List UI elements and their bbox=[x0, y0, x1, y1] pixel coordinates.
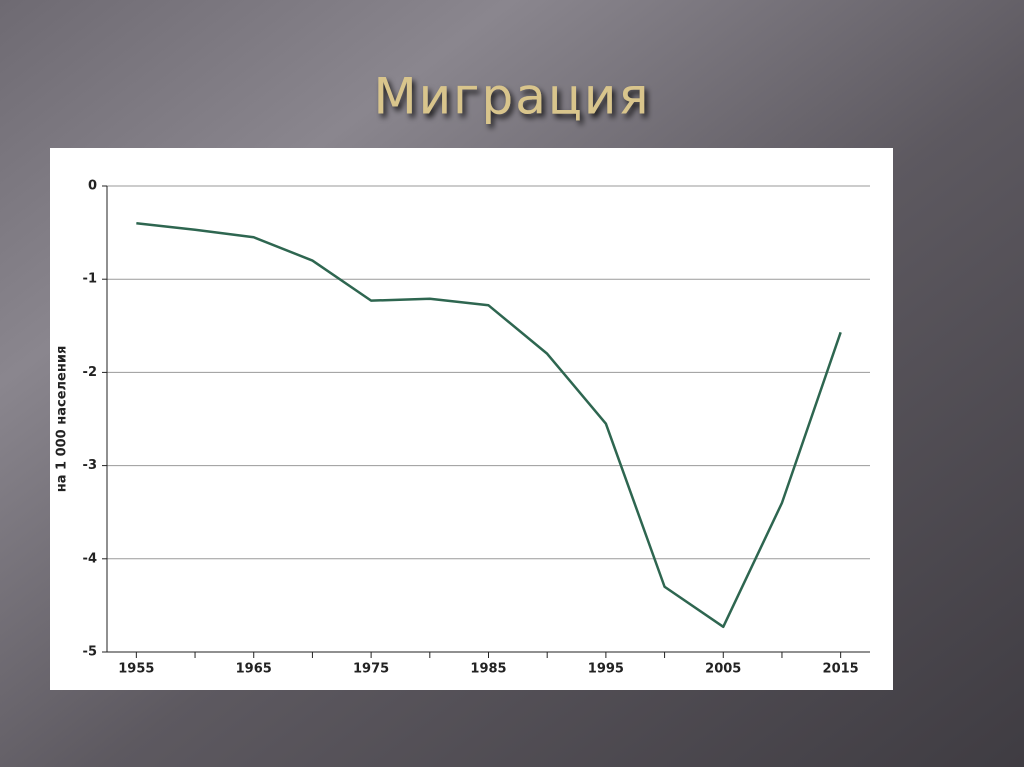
data-line bbox=[136, 222, 842, 629]
y-tick-label: -2 bbox=[83, 365, 97, 380]
chart-panel bbox=[50, 148, 893, 690]
x-tick-label: 1985 bbox=[470, 662, 506, 677]
x-tick-label: 2005 bbox=[705, 662, 741, 677]
y-axis-label: на 1 000 населения bbox=[55, 346, 70, 493]
y-tick-label: -4 bbox=[83, 551, 97, 566]
y-tick-label: -1 bbox=[83, 272, 97, 287]
y-tick-label: -3 bbox=[83, 458, 97, 473]
x-tick-label: 2015 bbox=[823, 662, 859, 677]
y-tick-label: -5 bbox=[83, 645, 97, 660]
x-tick-label: 1955 bbox=[118, 662, 154, 677]
y-tick-label: 0 bbox=[88, 179, 97, 194]
x-tick-label: 1995 bbox=[588, 662, 624, 677]
x-tick-label: 1965 bbox=[236, 662, 272, 677]
x-tick-label: 1975 bbox=[353, 662, 389, 677]
slide-title: Миграция bbox=[374, 68, 651, 126]
